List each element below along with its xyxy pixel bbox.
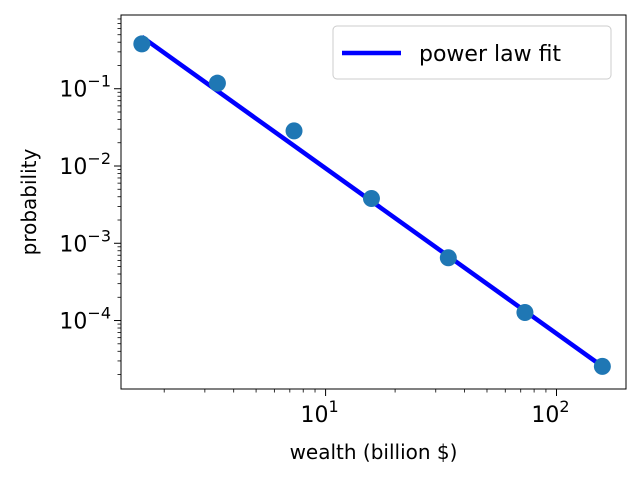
plot-frame xyxy=(120,14,627,390)
x-axis: 101 102 xyxy=(163,389,570,428)
y-axis-label: probability xyxy=(17,148,41,255)
y-tick-label: 10−1 xyxy=(59,72,111,103)
x-axis-label: wealth (billion $) xyxy=(290,440,458,464)
legend: power law fit xyxy=(332,25,612,80)
data-point xyxy=(362,189,380,207)
x-tick-label: 102 xyxy=(531,397,569,428)
y-axis: 10−1 10−2 10−3 10−4 xyxy=(59,18,121,375)
data-point xyxy=(516,304,534,322)
y-tick-label: 10−2 xyxy=(59,149,111,180)
data-point xyxy=(133,35,151,53)
legend-entry-power-law-fit: power law fit xyxy=(419,42,561,67)
legend-box xyxy=(332,25,612,80)
x-tick-label: 101 xyxy=(300,397,338,428)
data-point xyxy=(285,122,303,140)
y-tick-label: 10−4 xyxy=(59,304,111,335)
plot-area xyxy=(120,14,627,390)
y-tick-label: 10−3 xyxy=(59,226,111,257)
data-point xyxy=(593,357,611,375)
data-point xyxy=(208,74,226,92)
data-point xyxy=(439,249,457,267)
